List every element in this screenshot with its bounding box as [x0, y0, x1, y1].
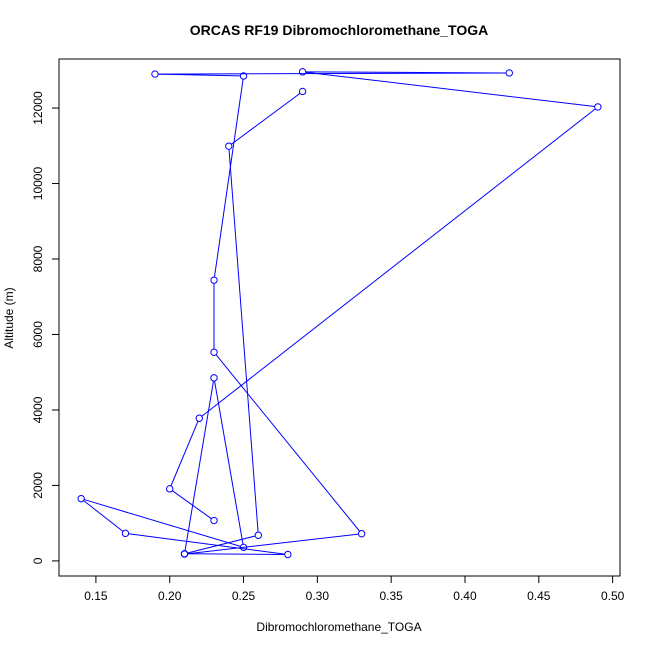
x-tick-label: 0.15	[84, 589, 108, 603]
series-segment	[184, 380, 214, 552]
data-point	[225, 142, 233, 150]
y-axis-label: Altitude (m)	[2, 287, 16, 348]
series-segment	[213, 79, 244, 278]
data-point	[151, 70, 159, 78]
chart-title: ORCAS RF19 Dibromochloromethane_TOGA	[190, 22, 488, 38]
data-point	[210, 348, 218, 356]
series-segment	[215, 354, 361, 532]
series-segment	[187, 535, 256, 554]
series-segment	[187, 553, 285, 555]
data-point	[298, 68, 307, 76]
series-segment	[228, 149, 259, 533]
data-point	[210, 276, 218, 284]
data-point	[239, 543, 248, 552]
data-point	[121, 529, 130, 538]
data-point	[180, 550, 189, 558]
series-segment	[231, 92, 301, 145]
y-tick-label: 8000	[31, 245, 45, 272]
series-segment	[84, 499, 241, 547]
data-point	[195, 414, 203, 422]
x-tick-label: 0.45	[527, 589, 551, 603]
x-tick-label: 0.20	[158, 589, 182, 603]
y-tick-label: 2000	[31, 472, 45, 499]
x-tick-label: 0.30	[306, 589, 330, 603]
data-point	[77, 494, 85, 503]
x-axis: 0.15 0.20 0.25 0.30 0.35 0.40 0.45 0.50	[84, 575, 625, 603]
data-point	[254, 531, 263, 539]
x-tick-label: 0.40	[453, 589, 477, 603]
data-point	[594, 103, 602, 111]
data-series	[77, 68, 602, 559]
series-segment	[214, 380, 244, 545]
x-tick-label: 0.25	[232, 589, 256, 603]
plot-frame	[58, 58, 621, 577]
series-segment	[83, 500, 124, 532]
y-tick-label: 6000	[31, 321, 45, 348]
data-point	[210, 374, 218, 382]
data-point	[166, 485, 174, 493]
x-axis-label: Dibromochloromethane_TOGA	[256, 620, 421, 634]
series-segment	[201, 108, 596, 417]
data-point	[505, 69, 513, 77]
data-point	[284, 550, 292, 559]
data-point	[298, 87, 307, 96]
data-point	[210, 516, 218, 525]
data-point	[357, 530, 366, 538]
y-tick-label: 12000	[31, 91, 45, 125]
x-tick-label: 0.35	[379, 589, 403, 603]
series-segment	[128, 533, 285, 555]
data-point	[239, 72, 248, 80]
y-tick-label: 4000	[31, 396, 45, 423]
series-segment	[172, 490, 212, 520]
series-segment	[305, 71, 595, 108]
x-tick-label: 0.50	[601, 589, 625, 603]
series-segment	[187, 533, 359, 555]
y-tick-label: 0	[31, 557, 45, 564]
series-segment	[170, 421, 199, 487]
y-tick-label: 10000	[31, 167, 45, 201]
series-segment	[158, 73, 241, 77]
series-segment	[158, 72, 507, 75]
y-axis: 0 2000 4000 6000 8000 10000 12000	[31, 91, 60, 564]
